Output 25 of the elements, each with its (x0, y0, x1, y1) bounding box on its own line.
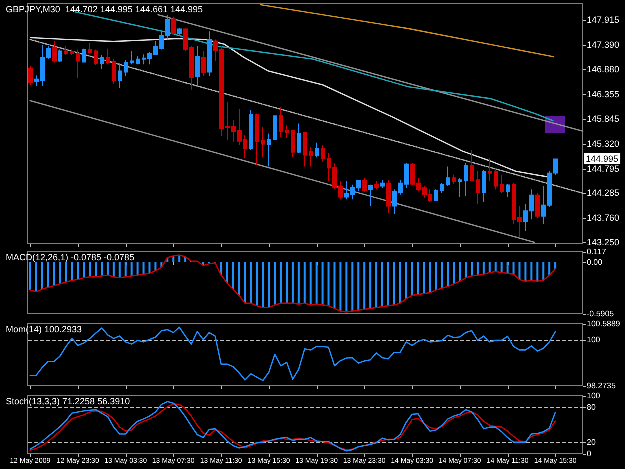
annotation: 144.995 (586, 154, 619, 164)
y-tick-label: 144.285 (587, 188, 620, 198)
y-tick-label: 80 (587, 403, 596, 412)
chart-title: GBPJPY,M30 144.702 144.995 144.661 144.995 (6, 4, 203, 14)
y-tick-label: 146.880 (587, 64, 620, 74)
y-tick-label: 146.355 (587, 89, 620, 100)
y-tick-label: -0.5905 (587, 310, 615, 318)
y-tick-label: 100 (587, 392, 601, 400)
chart-title: Stoch(13,3,3) 71.2258 56.3910 (6, 396, 130, 406)
y-tick-label: 100.5889 (587, 320, 621, 328)
y-tick-label: 143.760 (587, 213, 620, 224)
y-tick-label: 98.2735 (587, 382, 616, 390)
chart-title: MACD(12,26,1) -0.0785 -0.0785 (6, 252, 135, 262)
y-tick-label: 0.00 (587, 258, 604, 267)
y-tick-label: 20 (587, 438, 596, 447)
y-tick-label: 145.320 (587, 138, 620, 149)
y-tick-label: 147.915 (587, 14, 620, 25)
y-tick-label: 143.250 (587, 238, 620, 248)
y-tick-label: 147.390 (587, 40, 620, 50)
y-tick-label: 100 (587, 335, 601, 344)
y-tick-label: 0.117 (587, 248, 607, 256)
y-tick-label: 0 (587, 450, 592, 458)
y-tick-label: 145.845 (587, 114, 620, 124)
y-tick-label: 144.795 (587, 164, 620, 174)
chart-title: Mom(14) 100.2933 (6, 324, 82, 334)
